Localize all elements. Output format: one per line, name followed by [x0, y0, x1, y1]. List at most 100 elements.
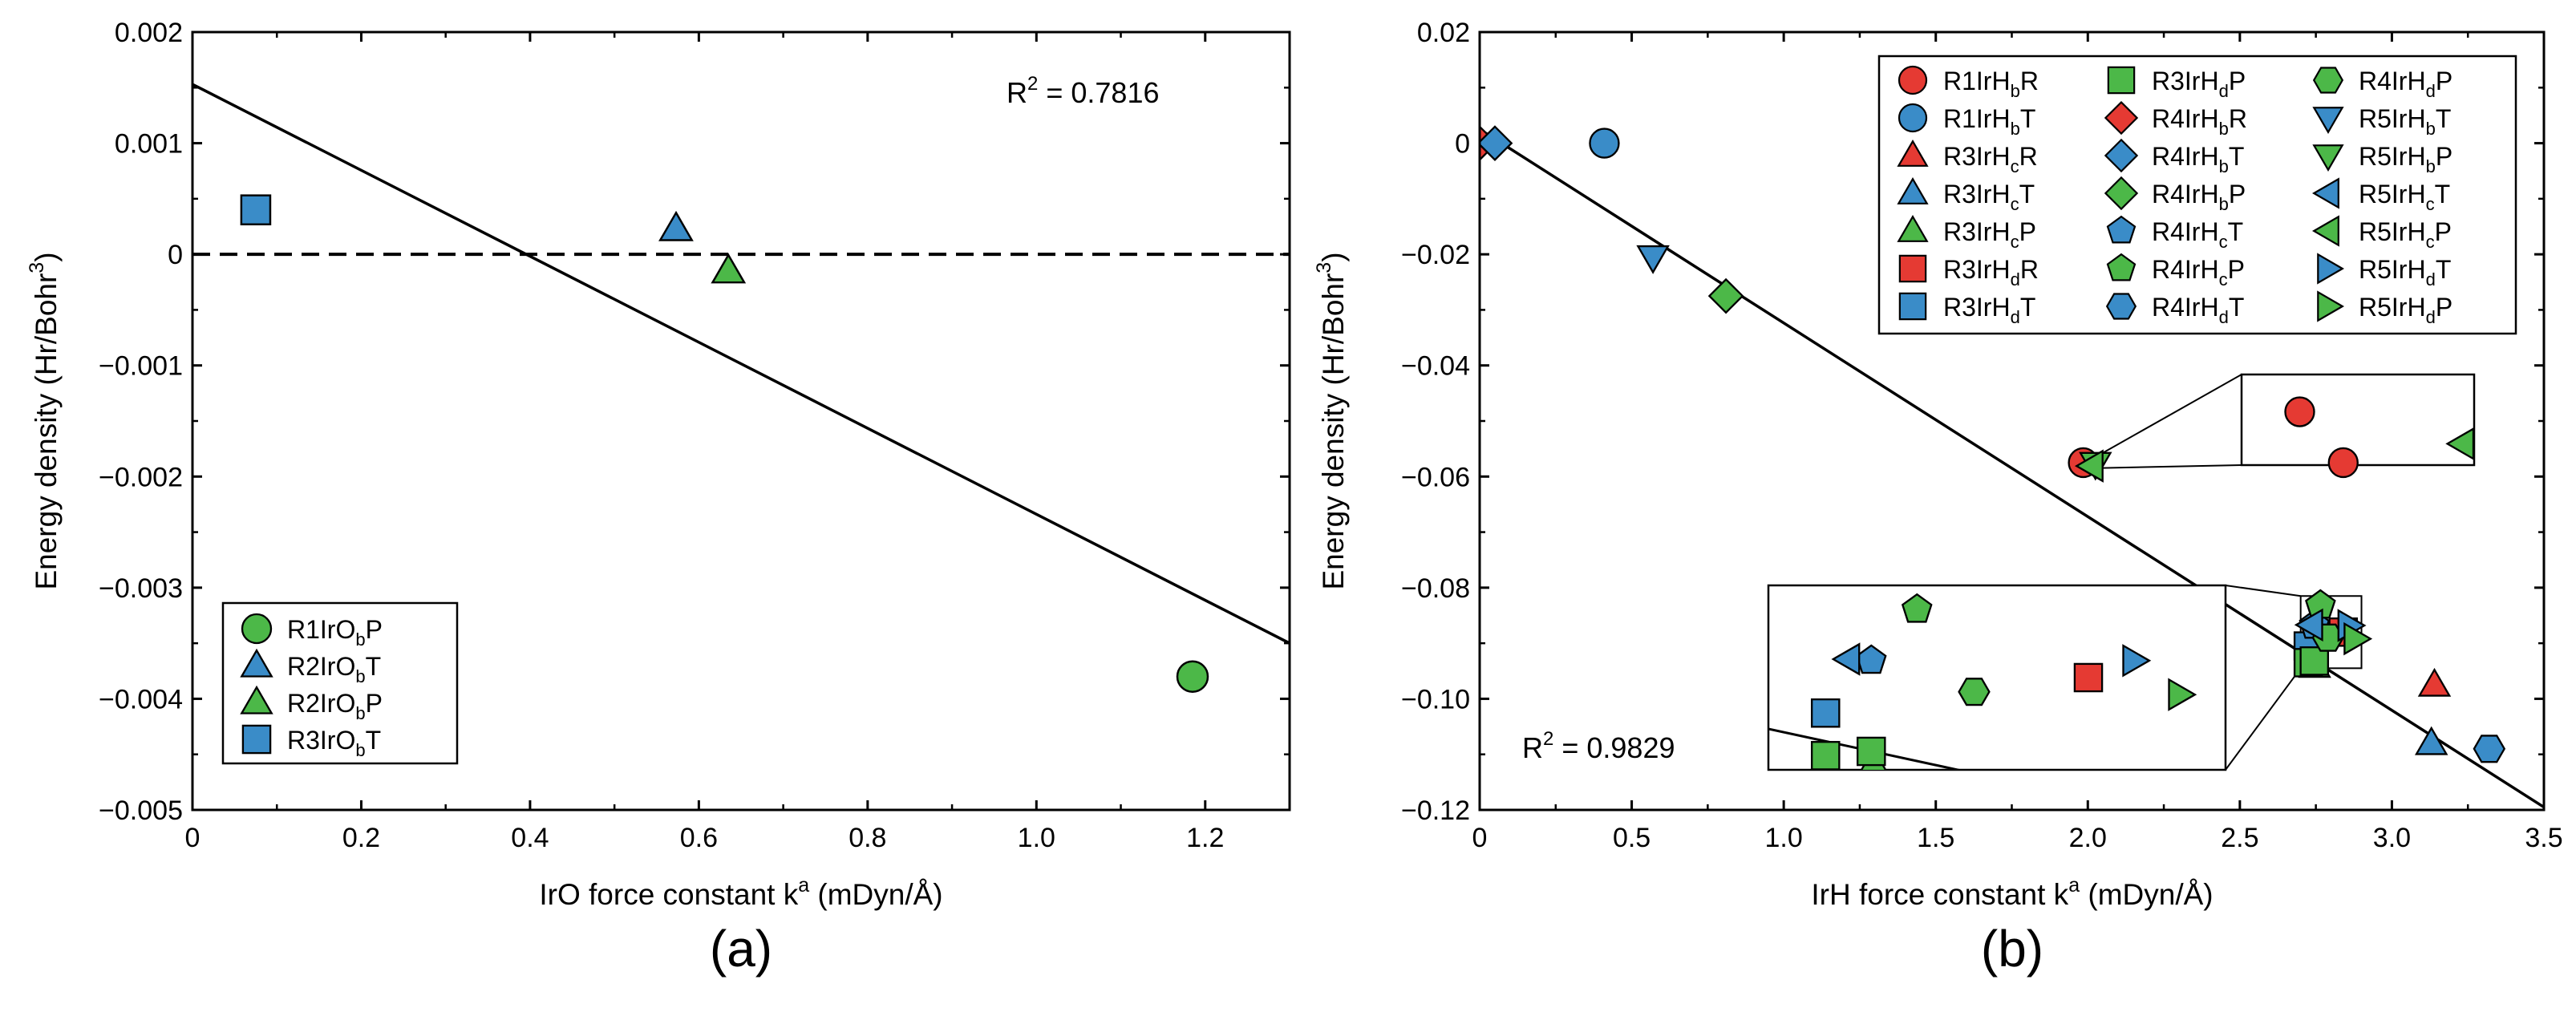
- r-squared-sup: 2: [1543, 728, 1553, 750]
- legend-label-sub: d: [2219, 307, 2229, 327]
- legend-marker: [240, 685, 273, 714]
- legend-label-sub: d: [2011, 307, 2020, 327]
- legend-label-sub: d: [2426, 307, 2436, 327]
- x-axis-label: IrO force constant ka (mDyn/Å): [539, 874, 942, 911]
- legend-label-sub: d: [2011, 269, 2020, 289]
- plot-frame: [191, 30, 1291, 812]
- legend-label-sub: b: [355, 703, 365, 723]
- legend-label-sub: b: [2219, 194, 2229, 214]
- r-squared-main: R: [1007, 76, 1027, 109]
- legend-label-pre: R5IrH: [2359, 104, 2426, 133]
- x-tick-label: 0.6: [680, 823, 718, 853]
- legend-marker: [240, 648, 273, 678]
- legend-label-post: R: [2020, 67, 2039, 95]
- inset-point: [1958, 678, 1991, 706]
- legend-marker: [1898, 254, 1927, 283]
- panel-label: (a): [710, 920, 772, 978]
- legend-label: R2IrObP: [287, 689, 383, 723]
- data-point: [2327, 447, 2359, 479]
- y-tick-label: −0.004: [99, 684, 183, 714]
- legend-label: R4IrHcP: [2152, 255, 2245, 289]
- y-tick-label: −0.12: [1401, 795, 1470, 826]
- legend-label-post: P: [2436, 142, 2452, 171]
- legend-label: R3IrHcP: [1943, 217, 2036, 252]
- legend-label-post: R: [2229, 104, 2247, 133]
- legend-label-post: T: [366, 652, 382, 681]
- legend-label-pre: R1IrH: [1943, 67, 2011, 95]
- legend-label-post: P: [2435, 217, 2452, 246]
- data-point: [1176, 660, 1209, 693]
- legend-label-pre: R5IrH: [2359, 217, 2426, 246]
- legend-label-pre: R3IrH: [1943, 180, 2011, 208]
- x-tick-label: 0.4: [511, 823, 549, 853]
- data-point: [1480, 125, 1513, 161]
- legend-marker: [1897, 176, 1929, 204]
- inset-connector: [2225, 585, 2301, 597]
- legend-label-sub: b: [355, 666, 365, 686]
- legend-label-pre: R1IrO: [287, 615, 355, 644]
- x-tick-label: 1.5: [1917, 823, 1954, 853]
- legend-marker: [2317, 290, 2345, 322]
- x-axis-label-main: IrH force constant k: [1811, 878, 2068, 911]
- legend-label-pre: R1IrH: [1943, 104, 2011, 133]
- y-axis-label-sup: 3: [26, 262, 48, 273]
- legend-label-pre: R4IrH: [2152, 180, 2219, 208]
- legend-marker: [1898, 65, 1928, 95]
- legend-label: R4IrHbP: [2152, 180, 2246, 214]
- legend-label: R5IrHbT: [2359, 104, 2451, 139]
- legend-label-pre: R4IrH: [2152, 104, 2219, 133]
- legend-label: R1IrHbR: [1943, 67, 2039, 101]
- r-squared-value: = 0.7816: [1038, 76, 1159, 109]
- x-tick-label: 0: [185, 823, 200, 853]
- inset-point: [1831, 642, 1861, 676]
- legend-label-pre: R3IrH: [1943, 142, 2011, 171]
- legend-label-post: P: [2228, 255, 2245, 284]
- legend-marker: [2104, 176, 2139, 211]
- legend-label-pre: R3IrO: [287, 726, 355, 755]
- legend-marker: [1897, 139, 1929, 167]
- legend-label-sub: d: [2426, 269, 2436, 289]
- legend-label-sub: b: [2011, 81, 2020, 101]
- legend-label-post: P: [2436, 67, 2452, 95]
- legend-label-sub: c: [2011, 194, 2019, 214]
- legend-label-post: R: [2020, 255, 2039, 284]
- data-point: [2343, 621, 2373, 656]
- x-tick-label: 1.0: [1765, 823, 1803, 853]
- data-point: [2414, 726, 2448, 755]
- legend-label-post: R: [2019, 142, 2038, 171]
- y-tick-label: 0.001: [115, 129, 183, 160]
- legend-label-sub: b: [355, 740, 365, 760]
- legend-label-post: T: [366, 726, 382, 755]
- legend-marker: [1897, 214, 1929, 242]
- legend-label-pre: R5IrH: [2359, 293, 2426, 322]
- y-tick-label: −0.003: [99, 573, 183, 604]
- legend-label-sub: c: [2219, 232, 2228, 252]
- legend-label: R3IrHcR: [1943, 142, 2038, 176]
- legend-marker: [2104, 100, 2139, 136]
- y-axis-label-main: Energy density (Hr/Bohr: [30, 273, 63, 590]
- plot-frame: [1478, 30, 2546, 812]
- legend-label-post: T: [2435, 180, 2451, 208]
- legend-label-post: T: [2436, 255, 2452, 284]
- inset-point: [2445, 427, 2474, 461]
- legend-label: R5IrHbP: [2359, 142, 2452, 176]
- legend-label-sub: b: [2426, 156, 2436, 176]
- y-axis-label-end: ): [1317, 252, 1350, 261]
- legend-label-post: P: [2436, 293, 2452, 322]
- legend-label: R5IrHcT: [2359, 180, 2450, 214]
- y-axis-label-end: ): [30, 252, 63, 261]
- legend-marker: [241, 613, 273, 645]
- data-point: [240, 194, 272, 225]
- r-squared-sup: 2: [1027, 73, 1038, 95]
- data-point: [2294, 608, 2323, 642]
- legend-label-post: P: [2229, 67, 2246, 95]
- legend-label-post: P: [366, 689, 383, 718]
- legend-label-post: T: [2228, 217, 2244, 246]
- legend-label-pre: R5IrH: [2359, 255, 2426, 284]
- legend-marker: [2317, 253, 2345, 285]
- y-tick-label: −0.06: [1401, 462, 1470, 492]
- data-point: [2473, 735, 2506, 763]
- legend-marker: [2311, 215, 2339, 247]
